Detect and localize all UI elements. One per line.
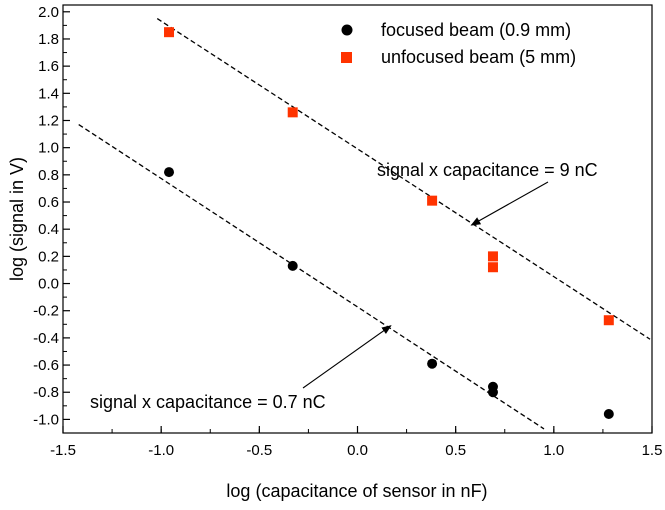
y-tick-label: -0.2 [33, 303, 59, 320]
focused-point [427, 358, 438, 369]
legend: focused beam (0.9 mm) unfocused beam (5 m… [341, 20, 576, 67]
fit-lines [78, 18, 651, 430]
unfocused-point [164, 27, 175, 38]
unfocused-point [487, 262, 498, 273]
x-tick-label: -1.0 [148, 442, 174, 459]
legend-label: unfocused beam (5 mm) [381, 47, 576, 67]
plot-frame [62, 4, 653, 434]
unfocused-point [427, 195, 438, 206]
data-points [164, 27, 614, 419]
x-tick-label: 0.0 [347, 442, 368, 459]
unfocused-point [603, 315, 614, 326]
unfocused-point [487, 251, 498, 262]
annotation-arrow [470, 181, 549, 226]
x-tick-label: 0.5 [445, 442, 466, 459]
y-tick-label: 0.6 [38, 194, 59, 211]
x-tick-label: 1.0 [543, 442, 564, 459]
focused-point [287, 260, 298, 271]
y-tick-label: 1.8 [38, 31, 59, 48]
fit-line [78, 124, 545, 430]
y-tick-label: 0.8 [38, 167, 59, 184]
y-tick-label: -0.4 [33, 330, 59, 347]
y-tick-label: 0.0 [38, 276, 59, 293]
x-axis-label: log (capacitance of sensor in nF) [226, 481, 487, 501]
focused-point [603, 408, 614, 419]
annotations: signal x capacitance = 9 nC signal x capa… [90, 160, 598, 412]
annotation-label: signal x capacitance = 9 nC [377, 160, 598, 180]
focused-point [487, 387, 498, 398]
legend-marker-focused [341, 24, 353, 36]
annotation-arrow [302, 325, 392, 389]
legend-marker-unfocused [341, 52, 352, 63]
y-tick-label: 1.4 [38, 85, 59, 102]
axis-ticks: -1.5 -1.0 -0.5 0.0 0.5 1.0 1.5 -1.0 -0.8 -0.6 -0.4… [33, 4, 662, 459]
x-tick-label: -1.5 [50, 442, 76, 459]
y-tick-label: -0.8 [33, 384, 59, 401]
y-tick-label: 1.6 [38, 58, 59, 75]
y-tick-label: 1.2 [38, 112, 59, 129]
x-tick-label: 1.5 [642, 442, 663, 459]
focused-point [164, 167, 175, 178]
y-axis-label: log (signal in V) [7, 157, 27, 281]
legend-label: focused beam (0.9 mm) [381, 20, 571, 40]
y-tick-label: 2.0 [38, 4, 59, 21]
annotation-label: signal x capacitance = 0.7 nC [90, 392, 326, 412]
y-tick-label: -1.0 [33, 411, 59, 428]
y-tick-label: 0.2 [38, 248, 59, 265]
x-tick-label: -0.5 [246, 442, 272, 459]
unfocused-point [287, 107, 298, 118]
fit-line [156, 18, 651, 340]
y-tick-label: 1.0 [38, 140, 59, 157]
y-tick-label: -0.6 [33, 357, 59, 374]
y-tick-label: 0.4 [38, 221, 59, 238]
